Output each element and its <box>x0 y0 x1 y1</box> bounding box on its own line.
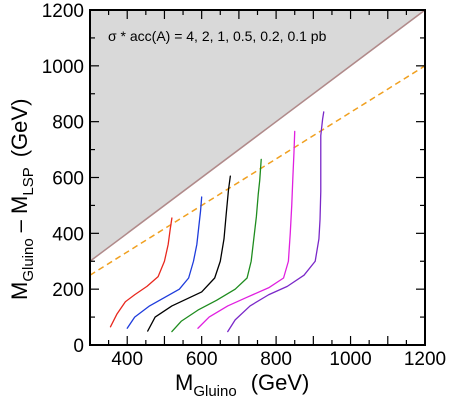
x-tick-label: 800 <box>260 349 292 370</box>
y-tick-label: 200 <box>52 280 84 301</box>
x-tick-label: 1000 <box>329 349 371 370</box>
x-axis-label: MGluino (GeV) <box>175 370 309 400</box>
reference-line <box>90 65 425 276</box>
x-tick-label: 400 <box>111 349 143 370</box>
y-axis-label-main1: M <box>7 282 32 300</box>
series-line-2 <box>126 196 203 329</box>
x-axis-label-sub: Gluino <box>193 383 236 400</box>
y-axis-label: MGluino – MLSP (GeV) <box>7 99 37 300</box>
y-axis-label-sub2: LSP <box>20 167 37 195</box>
plot-area <box>90 10 425 333</box>
y-tick-label: 800 <box>52 113 84 134</box>
x-tick-label: 600 <box>186 349 218 370</box>
y-tick-label: 1200 <box>42 1 84 22</box>
y-tick-label: 400 <box>52 224 84 245</box>
x-axis-label-main: M <box>175 370 193 395</box>
y-tick-label: 0 <box>73 336 84 357</box>
series-line-3 <box>147 175 231 332</box>
y-tick-label: 1000 <box>42 57 84 78</box>
y-axis-label-dash: – M <box>7 196 32 233</box>
series-line-1 <box>109 217 173 328</box>
series-line-5 <box>197 130 296 329</box>
series-line-6 <box>227 111 325 333</box>
y-axis-label-unit: (GeV) <box>7 99 32 158</box>
series-line-4 <box>171 158 262 333</box>
y-axis-label-sub1: Gluino <box>20 238 37 281</box>
cross-section-annotation: σ * acc(A) = 4, 2, 1, 0.5, 0.2, 0.1 pb <box>108 28 327 44</box>
excluded-region-boundary <box>90 10 425 262</box>
x-axis-label-unit: (GeV) <box>251 370 310 395</box>
ticks: 400 600 800 1000 1200 0 200 400 600 800 1000 1200 <box>42 1 446 370</box>
x-tick-label: 1200 <box>404 349 446 370</box>
y-tick-label: 600 <box>52 169 84 190</box>
